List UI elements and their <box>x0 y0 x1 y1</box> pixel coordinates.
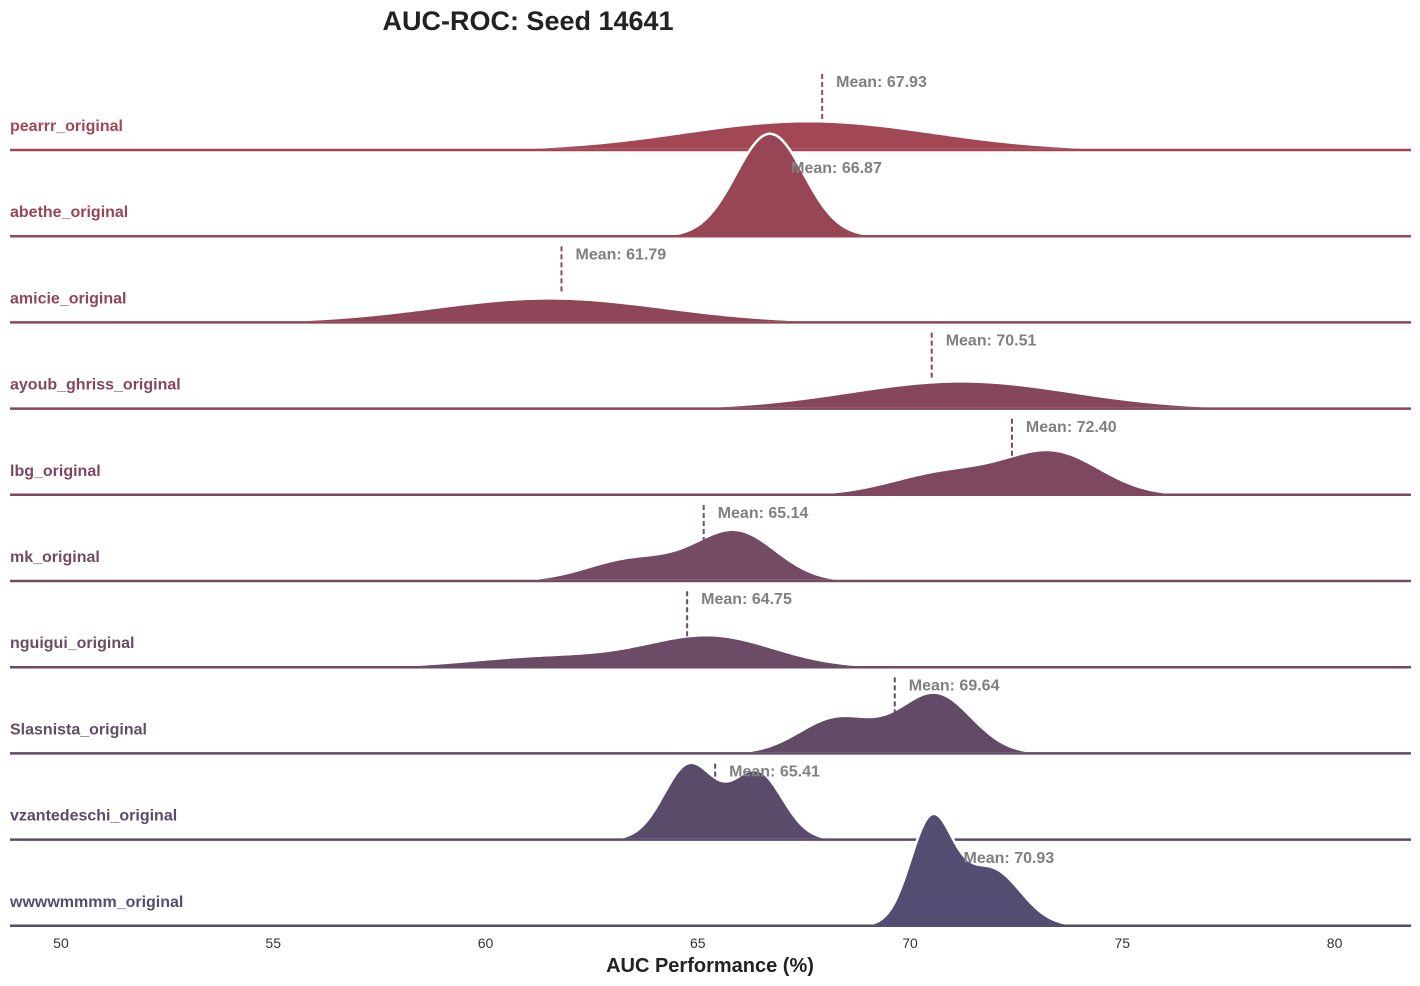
ridge-rows: Mean: 67.93 pearrr_original Mean: 66.87 abe… <box>9 74 1411 928</box>
ridge-row-ayoub-ghriss-original: Mean: 70.51 ayoub_ghriss_original <box>10 332 1411 410</box>
mean-label-ayoub-ghriss-original: Mean: 70.51 <box>946 333 1037 350</box>
density-area-nguigui-original <box>314 633 995 669</box>
row-label-pearrr-original: pearrr_original <box>10 118 123 135</box>
ridge-row-slasnista-original: Mean: 69.64 Slasnista_original <box>10 677 1411 755</box>
x-tick-label-75: 75 <box>1115 935 1131 951</box>
density-area-ayoub-ghriss-original <box>569 380 1294 410</box>
row-label-abethe-original: abethe_original <box>10 204 128 221</box>
row-label-slasnista-original: Slasnista_original <box>10 721 147 738</box>
x-axis-label: AUC Performance (%) <box>606 955 814 977</box>
ridge-row-wwwwmmmm-original: Mean: 70.93 wwwwmmmm_original <box>9 812 1411 928</box>
x-tick-label-50: 50 <box>53 935 69 951</box>
row-label-ayoub-ghriss-original: ayoub_ghriss_original <box>10 377 181 394</box>
mean-label-nguigui-original: Mean: 64.75 <box>701 591 792 608</box>
mean-label-mk-original: Mean: 65.14 <box>718 505 809 522</box>
mean-label-amicie-original: Mean: 61.79 <box>575 246 666 263</box>
x-tick-label-65: 65 <box>690 935 706 951</box>
mean-label-lbg-original: Mean: 72.40 <box>1026 419 1117 436</box>
row-label-nguigui-original: nguigui_original <box>10 635 134 652</box>
mean-label-slasnista-original: Mean: 69.64 <box>909 677 1000 694</box>
density-area-mk-original <box>484 528 910 583</box>
ridge-row-nguigui-original: Mean: 64.75 nguigui_original <box>10 591 1411 669</box>
ridge-row-abethe-original: Mean: 66.87 abethe_original <box>10 132 1411 238</box>
density-area-wwwwmmmm-original <box>825 812 1082 928</box>
x-tick-label-70: 70 <box>902 935 918 951</box>
ridge-row-lbg-original: Mean: 72.40 lbg_original <box>10 418 1411 497</box>
mean-label-wwwwmmmm-original: Mean: 70.93 <box>964 850 1055 867</box>
mean-label-pearrr-original: Mean: 67.93 <box>836 74 927 91</box>
row-label-mk-original: mk_original <box>10 549 100 566</box>
x-tick-label-55: 55 <box>265 935 281 951</box>
mean-label-vzantedeschi-original: Mean: 65.41 <box>729 764 820 781</box>
row-label-wwwwmmmm-original: wwwwmmmm_original <box>9 894 183 911</box>
mean-label-abethe-original: Mean: 66.87 <box>791 160 882 177</box>
x-axis: 50 55 60 65 70 75 80 <box>53 935 1342 951</box>
row-label-vzantedeschi-original: vzantedeschi_original <box>10 808 177 825</box>
ridge-row-amicie-original: Mean: 61.79 amicie_original <box>10 246 1411 324</box>
density-area-abethe-original <box>654 132 891 238</box>
ridge-row-mk-original: Mean: 65.14 mk_original <box>10 505 1411 583</box>
density-area-pearrr-original <box>399 119 1250 152</box>
row-label-amicie-original: amicie_original <box>10 290 127 307</box>
density-area-amicie-original <box>145 297 953 324</box>
chart-title: AUC-ROC: Seed 14641 <box>382 6 673 36</box>
density-area-slasnista-original <box>697 691 1080 755</box>
row-label-lbg-original: lbg_original <box>10 463 101 480</box>
density-area-vzantedeschi-original <box>570 761 868 841</box>
x-tick-label-80: 80 <box>1327 935 1343 951</box>
ridge-row-pearrr-original: Mean: 67.93 pearrr_original <box>10 74 1411 152</box>
ridge-row-vzantedeschi-original: Mean: 65.41 vzantedeschi_original <box>10 761 1411 841</box>
density-area-lbg-original <box>781 448 1250 497</box>
x-tick-label-60: 60 <box>478 935 494 951</box>
